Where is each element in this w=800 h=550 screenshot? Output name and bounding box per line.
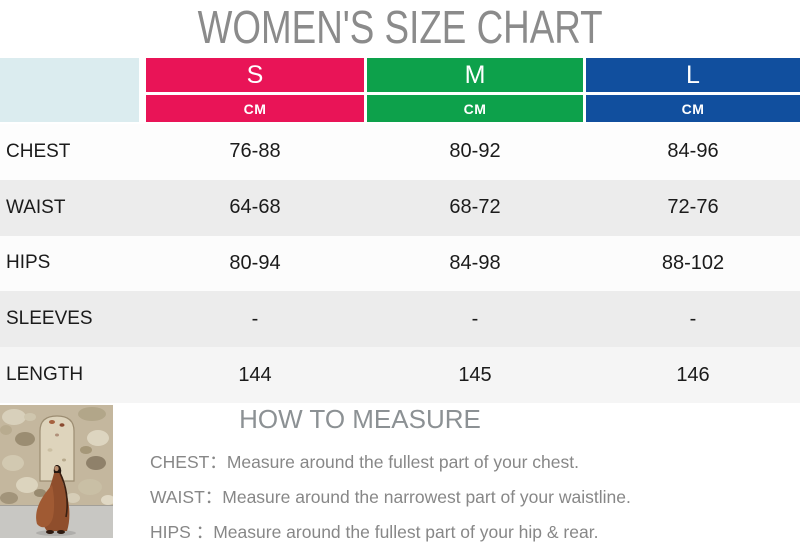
measure-instructions: HOW TO MEASURE CHEST：Measure around the …: [113, 403, 800, 542]
measure-item-text: Measure around the fullest part of your …: [226, 451, 579, 472]
size-chart-table: CHEST 76-88 80-92 84-96 WAIST 64-68 68-7…: [0, 124, 800, 403]
size-header-l: L: [586, 58, 800, 92]
row-label: CHEST: [6, 140, 71, 162]
model-photo: [0, 404, 113, 538]
size-header-m: M: [367, 58, 583, 92]
size-column-l: L CM: [586, 58, 800, 122]
measure-item-hips: HIPS ：Measure around the fullest part of…: [150, 515, 800, 550]
row-label: SLEEVES: [6, 308, 93, 330]
measure-item-chest: CHEST：Measure around the fullest part of…: [150, 445, 800, 480]
table-row-length: LENGTH 144 145 146: [0, 347, 800, 403]
cell-value: 88-102: [661, 251, 725, 274]
how-to-measure-heading: HOW TO MEASURE: [239, 403, 481, 434]
measure-item-label: HIPS ：: [150, 521, 214, 542]
size-unit-s: CM: [146, 95, 364, 122]
measure-item-text: Measure around the narrowest part of you…: [222, 486, 631, 507]
measure-item-text: Measure around the fullest part of your …: [213, 521, 599, 542]
page-title: WOMEN'S SIZE CHART: [197, 1, 603, 53]
cell-value: 146: [676, 363, 710, 386]
cell-value: 72-76: [667, 196, 719, 219]
table-row-hips: HIPS 80-94 84-98 88-102: [0, 235, 800, 292]
measure-item-label: CHEST：: [150, 451, 227, 472]
table-row-chest: CHEST 76-88 80-92 84-96: [0, 124, 800, 180]
size-unit-m: CM: [367, 95, 583, 122]
corner-cell: [0, 58, 139, 122]
table-row-waist: WAIST 64-68 68-72 72-76: [0, 179, 800, 236]
row-label: LENGTH: [6, 364, 84, 386]
cell-value: 80-92: [449, 140, 501, 163]
measure-item-waist: WAIST：Measure around the narrowest part …: [150, 480, 800, 515]
row-label: WAIST: [6, 196, 66, 218]
size-column-s: S CM: [146, 58, 364, 122]
cell-value: 84-96: [667, 140, 719, 163]
size-unit-l: CM: [586, 95, 800, 122]
table-row-sleeves: SLEEVES - - -: [0, 291, 800, 348]
how-to-measure-section: HOW TO MEASURE CHEST：Measure around the …: [0, 403, 800, 542]
size-chart-header: S CM M CM L CM: [0, 58, 800, 122]
cell-value: 64-68: [229, 196, 281, 219]
cell-value: 68-72: [449, 196, 501, 219]
cell-value: -: [251, 307, 259, 330]
cell-value: 145: [458, 363, 492, 386]
measure-item-label: WAIST：: [150, 486, 223, 507]
cell-value: 144: [238, 363, 272, 386]
cell-value: 80-94: [229, 251, 281, 274]
measure-items: CHEST：Measure around the fullest part of…: [113, 445, 800, 550]
row-label: HIPS: [6, 252, 51, 274]
size-column-m: M CM: [367, 58, 583, 122]
cell-value: -: [689, 307, 697, 330]
cell-value: 84-98: [449, 251, 501, 274]
size-header-s: S: [146, 58, 364, 92]
cell-value: -: [471, 307, 479, 330]
page-title-wrap: WOMEN'S SIZE CHART: [0, 0, 800, 56]
cell-value: 76-88: [229, 140, 281, 163]
